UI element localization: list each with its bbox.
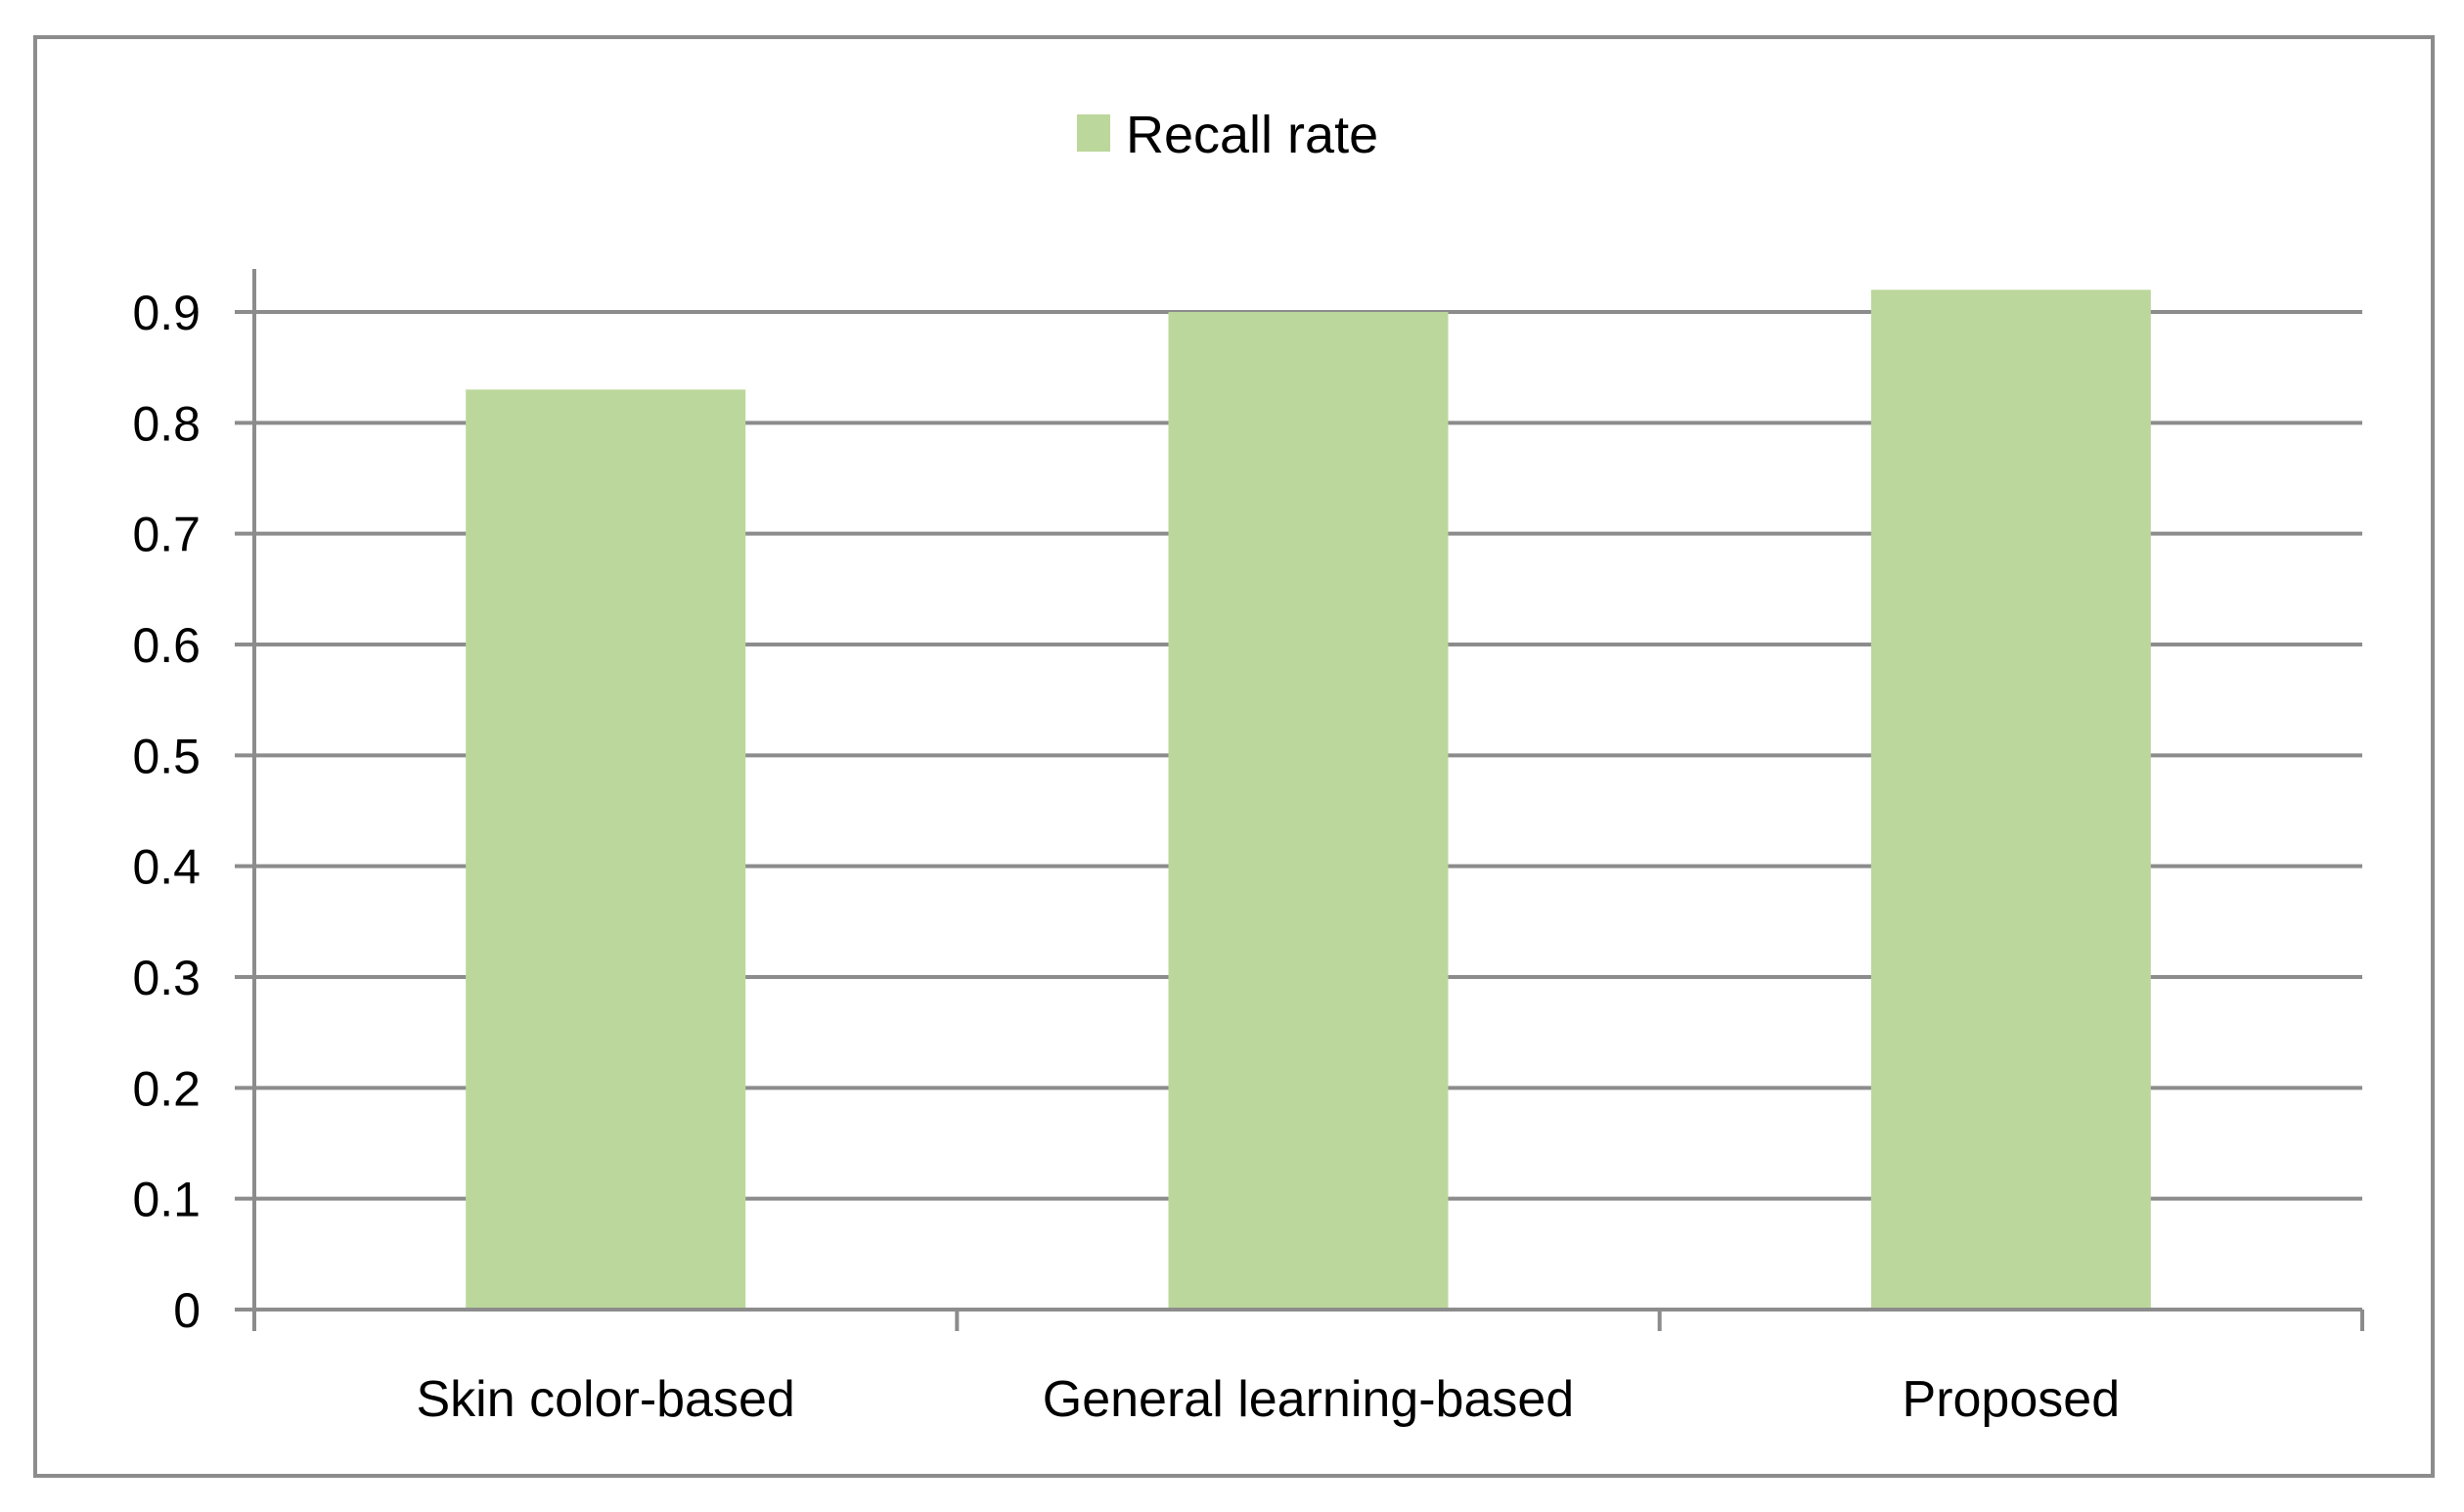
y-tick-label: 0 xyxy=(173,1283,201,1338)
y-tick-label: 0.3 xyxy=(132,951,201,1005)
y-tick-label: 0.2 xyxy=(132,1061,201,1116)
y-tick-label: 0.4 xyxy=(132,840,201,895)
bars xyxy=(466,289,2151,1310)
axes xyxy=(235,269,2364,1331)
x-category-label: Proposed xyxy=(1903,1371,2121,1428)
bar-proposed xyxy=(1870,289,2151,1310)
y-tick-labels: 0 0.1 0.2 0.3 0.4 0.5 0.6 0.7 0.8 0.9 xyxy=(132,286,201,1338)
legend: Recall rate xyxy=(1077,106,1378,164)
y-tick-label: 0.6 xyxy=(132,618,201,673)
y-tick-label: 0.7 xyxy=(132,508,201,562)
x-category-label: Skin color-based xyxy=(417,1371,795,1428)
x-category-labels: Skin color-based General learning-based Pr… xyxy=(417,1371,2121,1428)
bar-general-learning-based xyxy=(1168,312,1449,1310)
legend-label-recall-rate: Recall rate xyxy=(1126,106,1378,164)
bar-skin-color-based xyxy=(466,389,746,1310)
y-tick-label: 0.1 xyxy=(132,1173,201,1227)
y-tick-label: 0.5 xyxy=(132,729,201,783)
legend-swatch-recall-rate xyxy=(1077,114,1110,152)
x-category-label: General learning-based xyxy=(1043,1371,1574,1428)
y-tick-label: 0.9 xyxy=(132,286,201,340)
y-tick-label: 0.8 xyxy=(132,396,201,451)
